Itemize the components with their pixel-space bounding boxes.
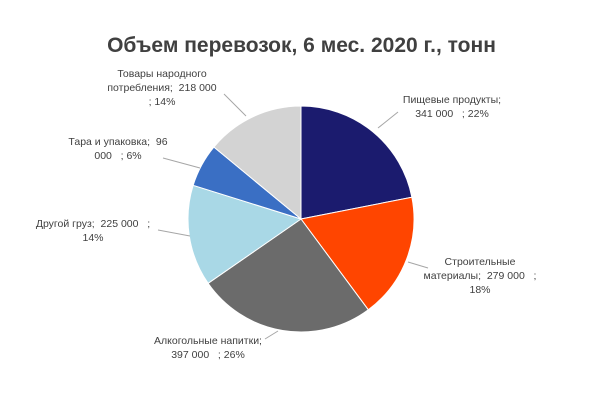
pie-slice-3 <box>207 218 370 333</box>
data-label-line: Алкогольные напитки; <box>154 335 262 347</box>
leader-line-6 <box>223 93 247 117</box>
data-label-line: Другой груз; 225 000 ; <box>36 218 150 230</box>
data-label-line: потребления; 218 000 <box>107 82 216 94</box>
pie-slice-6 <box>213 105 302 221</box>
data-label-line: ; 14% <box>149 96 176 108</box>
data-label-5: Тара и упаковка; 96 000 ; 6% <box>68 136 167 162</box>
pie-slice-1 <box>300 105 413 220</box>
leader-line-2 <box>407 261 429 269</box>
pie-slice-2 <box>300 196 415 311</box>
data-label-line: 14% <box>82 232 103 244</box>
data-label-line: 397 000 ; 26% <box>171 349 245 361</box>
data-label-2: Строительные материалы; 279 000 ; 18% <box>424 256 537 296</box>
data-label-line: материалы; 279 000 ; <box>424 270 537 282</box>
leader-line-1 <box>377 111 399 129</box>
data-label-line: 18% <box>469 284 490 296</box>
data-label-1: Пищевые продукты; 341 000 ; 22% <box>403 94 501 120</box>
leader-line-3 <box>264 330 279 340</box>
data-label-line: Пищевые продукты; <box>403 94 501 106</box>
data-label-line: Тара и упаковка; 96 <box>68 136 167 148</box>
leader-line-5 <box>162 157 201 169</box>
data-label-3: Алкогольные напитки; 397 000 ; 26% <box>154 335 262 361</box>
data-label-line: Товары народного <box>117 68 206 80</box>
leader-line-4 <box>157 229 191 237</box>
chart-title: Объем перевозок, 6 мес. 2020 г., тонн <box>107 34 496 57</box>
data-label-4: Другой груз; 225 000 ; 14% <box>36 218 150 244</box>
data-label-6: Товары народного потребления; 218 000 ; 14… <box>107 68 216 108</box>
data-label-line: 000 ; 6% <box>94 150 141 162</box>
data-label-line: Строительные <box>445 256 516 268</box>
data-label-line: 341 000 ; 22% <box>415 108 489 120</box>
